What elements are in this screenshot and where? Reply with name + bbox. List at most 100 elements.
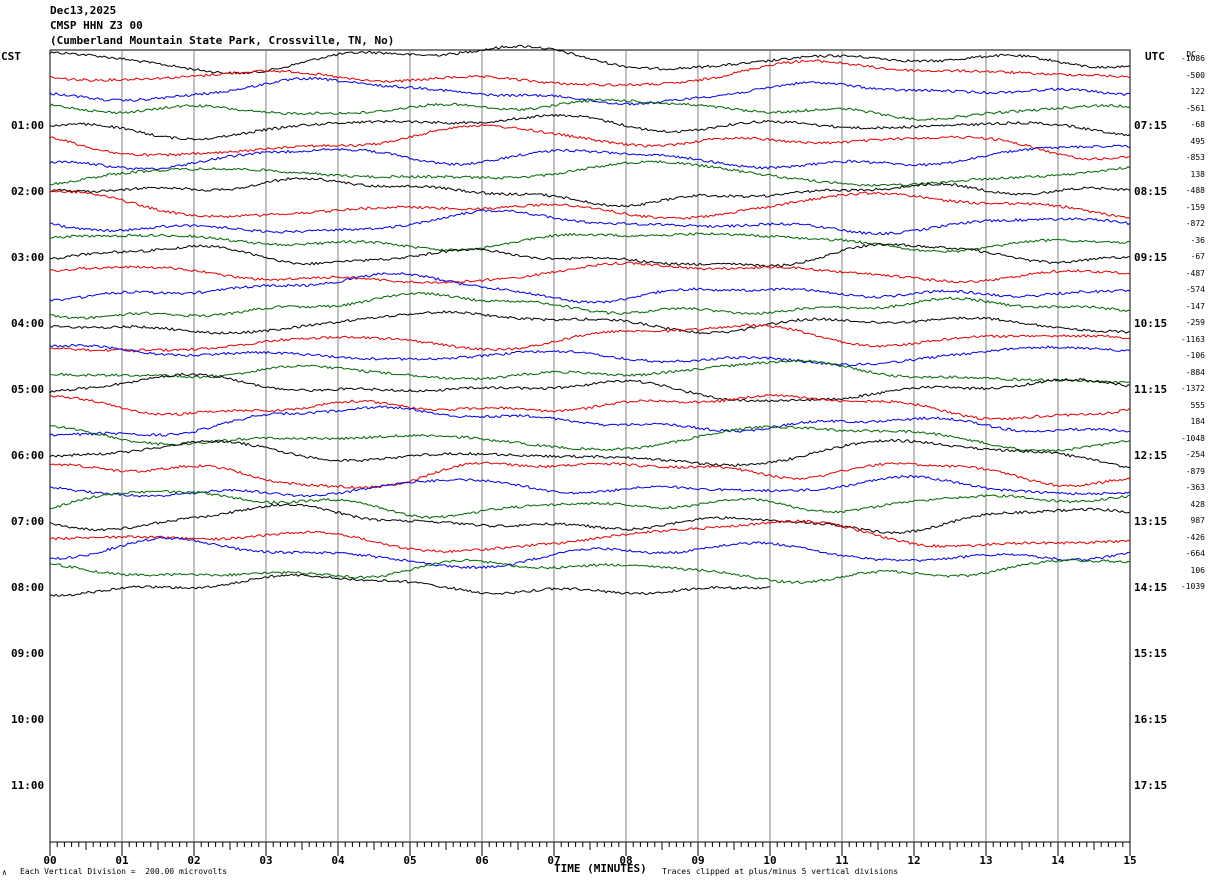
x-tick-label: 13 [979, 854, 992, 867]
right-time-label: 17:15 [1134, 779, 1168, 792]
left-time-label: 09:00 [11, 647, 45, 660]
dc-offset-label: -1039 [1180, 582, 1205, 591]
x-tick-label: 10 [763, 854, 776, 867]
seismic-trace [49, 44, 1131, 75]
left-time-label: 05:00 [11, 383, 45, 396]
dc-offset-label: -879 [1185, 466, 1205, 476]
seismic-trace [49, 189, 1131, 220]
right-time-label: 12:15 [1134, 449, 1168, 462]
seismic-trace [49, 372, 1131, 403]
dc-offset-label: 495 [1190, 136, 1205, 146]
right-time-label: 15:15 [1134, 647, 1168, 660]
seismic-trace [49, 98, 1131, 122]
dc-offset-label: -487 [1185, 268, 1205, 278]
left-time-label: 10:00 [11, 713, 45, 726]
left-time-label: 01:00 [11, 119, 45, 132]
dc-offset-label: -147 [1185, 301, 1205, 311]
seismic-trace [49, 113, 1131, 141]
corner-mark: ∧ [2, 868, 7, 877]
x-axis-title: TIME (MINUTES) [554, 862, 647, 875]
dc-offset-label: -259 [1185, 318, 1205, 327]
dc-offset-label: -488 [1185, 186, 1205, 195]
seismic-trace [49, 271, 1131, 304]
x-tick-label: 11 [835, 854, 849, 867]
x-tick-label: 04 [331, 854, 345, 867]
left-time-label: 07:00 [11, 515, 45, 528]
dc-offset-label: -872 [1185, 219, 1205, 228]
right-time-label: 10:15 [1134, 317, 1168, 330]
dc-offset-label: 987 [1190, 516, 1205, 525]
seismic-trace [49, 310, 1131, 335]
dc-offset-label: -36 [1190, 235, 1205, 245]
dc-offset-label: -1163 [1180, 334, 1205, 344]
seismic-trace [49, 160, 1131, 187]
left-time-label: 06:00 [11, 449, 45, 462]
dc-offset-label: -884 [1185, 367, 1205, 377]
right-time-label: 11:15 [1134, 383, 1168, 396]
seismic-trace [49, 209, 1131, 236]
dc-offset-label: 184 [1190, 417, 1205, 426]
dc-offset-label: 138 [1190, 169, 1205, 179]
dc-offset-label: -664 [1185, 549, 1205, 558]
x-tick-label: 00 [43, 854, 56, 867]
right-time-label: 16:15 [1134, 713, 1168, 726]
dc-offset-label: -67 [1190, 252, 1205, 261]
dc-offset-label: -561 [1185, 103, 1205, 113]
seismic-trace [49, 59, 1131, 87]
dc-offset-label: -1086 [1180, 54, 1205, 63]
seismic-trace [49, 461, 1131, 489]
dc-offset-label: 428 [1190, 499, 1205, 509]
right-time-label: 08:15 [1134, 185, 1168, 198]
dc-offset-label: 555 [1190, 400, 1205, 410]
left-time-label: 11:00 [11, 779, 45, 792]
clip-note: Traces clipped at plus/minus 5 vertical … [662, 867, 899, 876]
x-tick-label: 01 [115, 854, 129, 867]
x-tick-label: 03 [259, 854, 272, 867]
left-time-label: 02:00 [11, 185, 45, 198]
dc-offset-label: -1048 [1180, 433, 1205, 443]
scale-note: Each Vertical Division = 200.00 microvol… [20, 867, 228, 876]
dc-offset-label: -853 [1185, 153, 1205, 162]
x-tick-label: 15 [1123, 854, 1136, 867]
seismic-trace [49, 536, 1131, 570]
x-tick-label: 12 [907, 854, 920, 867]
seismic-trace [49, 343, 1131, 367]
dc-offset-label: -500 [1185, 70, 1205, 80]
x-tick-label: 06 [475, 854, 489, 867]
dc-header: DC [1186, 50, 1196, 59]
seismic-trace [49, 291, 1131, 320]
right-time-label: 07:15 [1134, 119, 1168, 132]
header-station: CMSP HHN Z3 00 [50, 19, 143, 32]
seismic-trace [49, 242, 1130, 268]
seismic-trace [49, 393, 1131, 421]
seismic-trace [49, 359, 1131, 385]
seismic-trace [49, 573, 771, 597]
dc-offset-label: -426 [1185, 532, 1205, 542]
dc-offset-label: -363 [1185, 483, 1205, 492]
seismic-trace [49, 558, 1131, 584]
seismic-trace [49, 503, 1131, 535]
dc-offset-label: -254 [1185, 450, 1205, 459]
seismic-trace [49, 144, 1130, 171]
seismic-trace [49, 123, 1131, 161]
right-timezone-label: UTC [1145, 50, 1165, 63]
seismic-trace [49, 489, 1131, 520]
seismic-trace [49, 438, 1131, 468]
dc-offset-label: -106 [1185, 351, 1205, 360]
x-tick-label: 09 [691, 854, 704, 867]
seismic-trace [49, 405, 1131, 437]
left-time-label: 04:00 [11, 317, 45, 330]
left-time-label: 08:00 [11, 581, 45, 594]
x-tick-label: 14 [1051, 854, 1065, 867]
dc-offset-label: 106 [1190, 565, 1205, 575]
left-timezone-label: CST [1, 50, 21, 63]
right-time-label: 14:15 [1134, 581, 1168, 594]
dc-offset-label: -68 [1190, 120, 1205, 129]
header-location: (Cumberland Mountain State Park, Crossvi… [50, 34, 395, 47]
seismic-trace [49, 76, 1131, 106]
seismic-trace [49, 323, 1131, 353]
dc-offset-label: -574 [1185, 285, 1205, 294]
dc-offset-label: -1372 [1180, 384, 1205, 393]
dc-offset-label: 122 [1190, 87, 1205, 96]
